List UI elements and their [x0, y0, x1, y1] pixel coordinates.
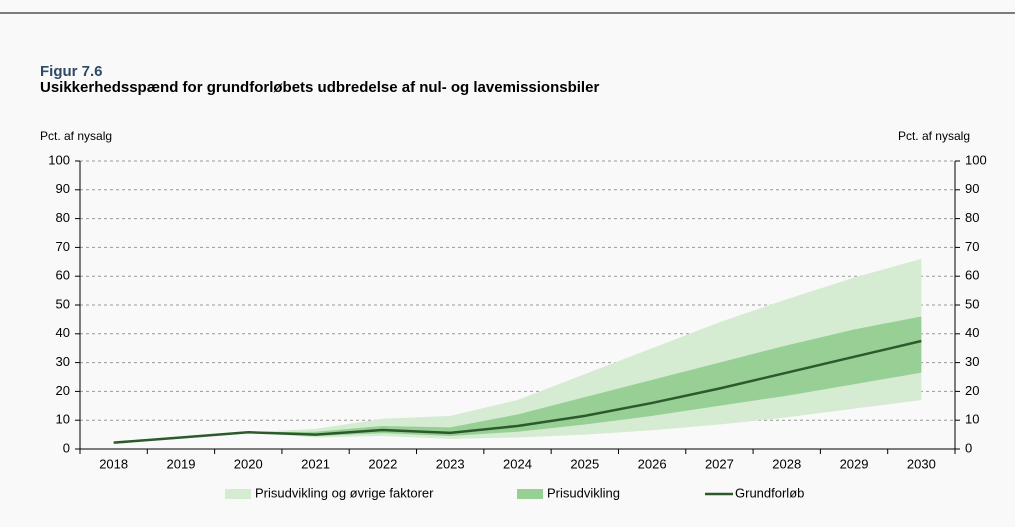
y2-tick-label: 90	[965, 181, 979, 196]
y2-tick-label: 30	[965, 354, 979, 369]
x-tick-label: 2020	[234, 456, 263, 471]
y-tick-label: 20	[56, 383, 70, 398]
x-tick-label: 2025	[570, 456, 599, 471]
x-tick-label: 2018	[99, 456, 128, 471]
y-tick-label: 10	[56, 412, 70, 427]
x-tick-label: 2026	[638, 456, 667, 471]
y2-tick-label: 70	[965, 239, 979, 254]
y2-tick-label: 80	[965, 210, 979, 225]
y-tick-label: 100	[48, 152, 70, 167]
y-tick-label: 50	[56, 296, 70, 311]
x-tick-label: 2019	[167, 456, 196, 471]
x-tick-label: 2030	[907, 456, 936, 471]
y-axis-label: Pct. af nysalg	[40, 129, 112, 143]
y-tick-label: 80	[56, 210, 70, 225]
y-tick-label: 0	[63, 440, 70, 455]
x-tick-label: 2023	[436, 456, 465, 471]
y-tick-label: 40	[56, 325, 70, 340]
legend-label: Prisudvikling	[547, 485, 620, 500]
legend-swatch	[225, 489, 251, 499]
y-tick-label: 90	[56, 181, 70, 196]
y2-tick-label: 40	[965, 325, 979, 340]
chart-title: Figur 7.6	[40, 63, 103, 80]
y-tick-label: 30	[56, 354, 70, 369]
uncertainty-band	[248, 316, 922, 437]
line	[113, 339, 922, 444]
x-tick-label: 2021	[301, 456, 330, 471]
y-tick-label: 70	[56, 239, 70, 254]
y2-tick-label: 50	[965, 296, 979, 311]
legend-label: Prisudvikling og øvrige faktorer	[255, 485, 434, 500]
y2-axis-label: Pct. af nysalg	[898, 129, 970, 143]
x-tick-label: 2028	[772, 456, 801, 471]
legend-swatch	[517, 489, 543, 499]
x-tick-label: 2022	[368, 456, 397, 471]
legend-label: Grundforløb	[735, 485, 804, 500]
chart-subtitle: Usikkerhedsspænd for grundforløbets udbr…	[40, 79, 599, 96]
x-tick-label: 2027	[705, 456, 734, 471]
y2-tick-label: 0	[965, 440, 972, 455]
y2-tick-label: 20	[965, 383, 979, 398]
x-tick-label: 2029	[840, 456, 869, 471]
x-tick-label: 2024	[503, 456, 532, 471]
y-tick-label: 60	[56, 268, 70, 283]
y2-tick-label: 10	[965, 412, 979, 427]
y2-tick-label: 100	[965, 152, 987, 167]
y2-tick-label: 60	[965, 268, 979, 283]
